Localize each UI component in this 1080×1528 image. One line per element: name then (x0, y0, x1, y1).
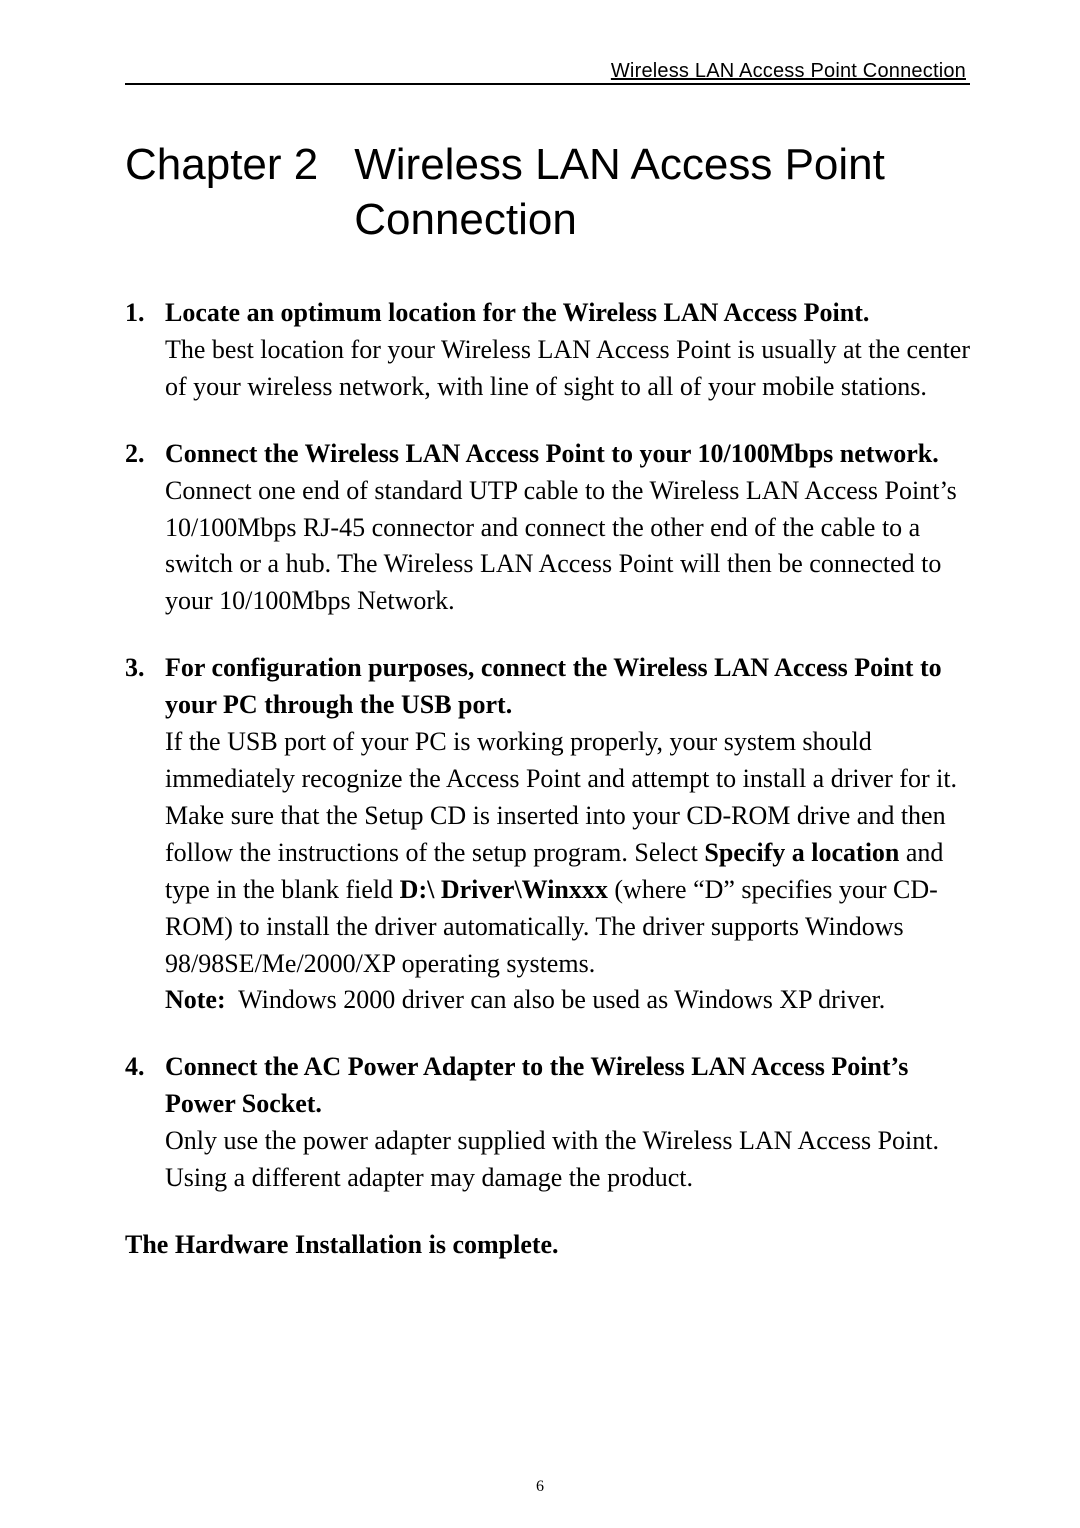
chapter-name: Wireless LAN Access Point Connection (354, 137, 970, 247)
chapter-label: Chapter 2 (125, 137, 354, 247)
step-title: Locate an optimum location for the Wirel… (165, 298, 869, 327)
steps-list: Locate an optimum location for the Wirel… (125, 295, 970, 1197)
closing-line: The Hardware Installation is complete. (125, 1227, 970, 1264)
body-text: Locate an optimum location for the Wirel… (125, 295, 970, 1264)
step-body: If the USB port of your PC is working pr… (165, 724, 970, 1019)
page-number: 6 (0, 1478, 1080, 1496)
step-item: Connect the AC Power Adapter to the Wire… (125, 1049, 970, 1197)
chapter-title: Chapter 2 Wireless LAN Access Point Conn… (125, 137, 970, 247)
step-title: For configuration purposes, connect the … (165, 653, 942, 719)
step-body: Connect one end of standard UTP cable to… (165, 473, 970, 621)
step-body: The best location for your Wireless LAN … (165, 332, 970, 406)
step-item: Locate an optimum location for the Wirel… (125, 295, 970, 406)
running-head: Wireless LAN Access Point Connection (125, 60, 970, 85)
step-body: Only use the power adapter supplied with… (165, 1123, 970, 1197)
step-title: Connect the AC Power Adapter to the Wire… (165, 1052, 908, 1118)
step-item: For configuration purposes, connect the … (125, 650, 970, 1019)
step-title: Connect the Wireless LAN Access Point to… (165, 439, 939, 468)
page: Wireless LAN Access Point Connection Cha… (0, 0, 1080, 1528)
step-item: Connect the Wireless LAN Access Point to… (125, 436, 970, 621)
